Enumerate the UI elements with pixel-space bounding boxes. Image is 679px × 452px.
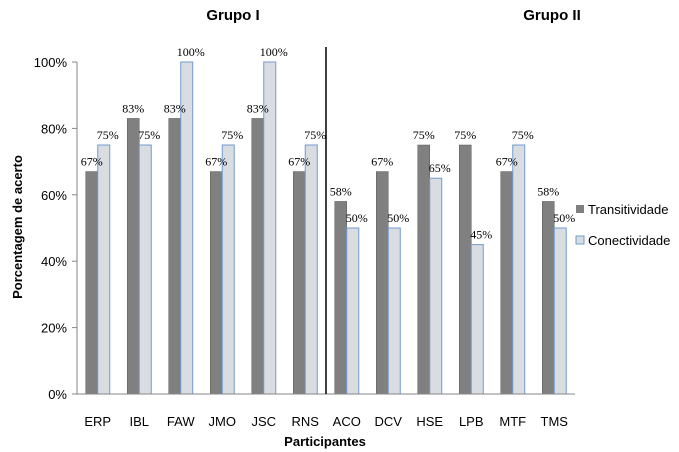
x-axis-title: Participantes	[284, 434, 366, 449]
bar-conectividade-ibl	[138, 144, 152, 395]
data-label-transitividade-tms: 58%	[537, 184, 559, 198]
data-label-conectividade-jmo: 75%	[221, 128, 243, 142]
bar-transitividade-tms	[542, 201, 555, 395]
data-label-transitividade-aco: 58%	[330, 184, 352, 198]
bar-conectividade-lpb	[470, 244, 484, 395]
bar-conectividade-jmo	[221, 144, 235, 395]
y-tick-label: 60%	[41, 188, 67, 203]
legend-swatch-transitividade	[576, 205, 584, 213]
bar-transitividade-rns	[293, 171, 306, 395]
data-label-transitividade-erp: 67%	[81, 155, 103, 169]
x-tick-label-jsc: JSC	[251, 414, 276, 429]
x-tick-label-aco: ACO	[333, 414, 361, 429]
group-title-1: Grupo I	[206, 7, 259, 24]
bar-conectividade-rns	[304, 144, 318, 395]
bar-transitividade-jmo	[210, 171, 223, 395]
data-label-transitividade-lpb: 75%	[454, 128, 476, 142]
legend-swatch-conectividade	[575, 235, 585, 245]
bar-conectividade-dcv	[387, 227, 401, 395]
bar-transitividade-dcv	[376, 171, 389, 395]
x-tick-label-faw: FAW	[167, 414, 195, 429]
bar-transitividade-ibl	[127, 118, 140, 395]
data-label-transitividade-hse: 75%	[413, 128, 435, 142]
data-label-conectividade-jsc: 100%	[260, 45, 288, 59]
bar-transitividade-faw	[168, 118, 181, 395]
x-tick-label-ibl: IBL	[129, 414, 149, 429]
data-label-conectividade-mtf: 75%	[512, 128, 534, 142]
data-label-conectividade-ibl: 75%	[138, 128, 160, 142]
legend-label-transitividade: Transitividade	[588, 202, 668, 217]
data-label-transitividade-jmo: 67%	[205, 155, 227, 169]
bar-conectividade-tms	[553, 227, 567, 395]
bar-conectividade-mtf	[512, 144, 526, 395]
y-tick-label: 20%	[41, 321, 67, 336]
data-labels: 67%75%83%75%83%100%67%75%83%100%67%75%58…	[81, 45, 576, 242]
legend: Transitividade Conectividade	[575, 202, 670, 248]
bar-transitividade-mtf	[500, 171, 513, 395]
bar-conectividade-aco	[346, 227, 360, 395]
x-tick-label-rns: RNS	[292, 414, 320, 429]
data-label-conectividade-tms: 50%	[553, 211, 575, 225]
x-axis-ticks: ERP IBL FAW JMO JSC RNS ACO DCV HSE LPB MTF TMS	[84, 414, 568, 429]
bar-transitividade-jsc	[251, 118, 264, 395]
x-tick-label-dcv: DCV	[375, 414, 403, 429]
x-tick-label-hse: HSE	[416, 414, 443, 429]
x-tick-label-erp: ERP	[84, 414, 111, 429]
bar-transitividade-hse	[417, 144, 430, 395]
bars	[85, 61, 567, 395]
legend-label-conectividade: Conectividade	[588, 233, 670, 248]
data-label-transitividade-rns: 67%	[288, 155, 310, 169]
y-tick-label: 0%	[48, 387, 67, 402]
bar-transitividade-erp	[85, 171, 98, 395]
x-tick-label-lpb: LPB	[459, 414, 484, 429]
y-axis-ticks: 0% 20% 40% 60% 80% 100%	[34, 55, 77, 402]
data-label-conectividade-dcv: 50%	[387, 211, 409, 225]
y-tick-label: 100%	[34, 55, 68, 70]
data-label-conectividade-erp: 75%	[97, 128, 119, 142]
x-tick-label-tms: TMS	[541, 414, 569, 429]
data-label-conectividade-rns: 75%	[304, 128, 326, 142]
x-tick-label-mtf: MTF	[499, 414, 526, 429]
data-label-transitividade-jsc: 83%	[247, 101, 269, 115]
data-label-transitividade-dcv: 67%	[371, 155, 393, 169]
bar-transitividade-aco	[334, 201, 347, 395]
bar-conectividade-hse	[429, 177, 443, 395]
data-label-transitividade-faw: 83%	[164, 101, 186, 115]
data-label-transitividade-mtf: 67%	[496, 155, 518, 169]
data-label-transitividade-ibl: 83%	[122, 101, 144, 115]
data-label-conectividade-hse: 65%	[429, 161, 451, 175]
data-label-conectividade-faw: 100%	[177, 45, 205, 59]
data-label-conectividade-lpb: 45%	[470, 228, 492, 242]
data-label-conectividade-aco: 50%	[346, 211, 368, 225]
bar-transitividade-lpb	[459, 144, 472, 395]
y-tick-label: 80%	[41, 121, 67, 136]
y-tick-label: 40%	[41, 254, 67, 269]
y-axis-title: Porcentagem de acerto	[10, 155, 25, 299]
bar-conectividade-erp	[97, 144, 111, 395]
group-title-2: Grupo II	[523, 7, 581, 24]
x-tick-label-jmo: JMO	[209, 414, 236, 429]
